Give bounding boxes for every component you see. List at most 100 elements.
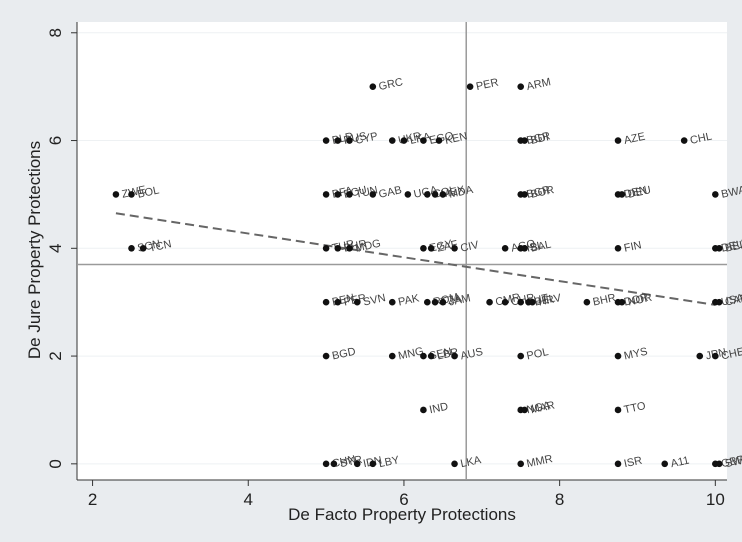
data-point-label: IND: [428, 401, 449, 417]
data-point-label: CHL: [689, 131, 713, 147]
data-point-label: DEU: [627, 184, 652, 201]
data-point: [334, 191, 342, 198]
data-point-label: GAB: [378, 184, 403, 201]
tick-labels: 0 2 4 6 8 2 4 6 8 10: [46, 28, 725, 509]
data-point: [388, 352, 396, 360]
data-point: [521, 137, 528, 144]
x-tick-label: 6: [399, 490, 408, 509]
data-point: [330, 460, 338, 468]
data-point-label: MEX: [440, 184, 466, 201]
data-point-label: TTO: [623, 400, 647, 416]
y-tick-label: 8: [46, 28, 65, 37]
data-point-label: CMR: [494, 292, 521, 309]
x-tick-label: 10: [706, 490, 725, 509]
data-point: [420, 352, 427, 360]
data-point-label: DOR: [623, 292, 649, 309]
data-point-label: BDI: [529, 131, 549, 147]
data-point: [427, 352, 435, 360]
data-point: [712, 191, 719, 198]
data-point-label: SEN: [428, 346, 453, 362]
data-point: [400, 137, 408, 144]
data-point: [431, 298, 439, 306]
data-point: [388, 298, 396, 306]
data-point: [322, 352, 330, 360]
data-point-label: ISL: [526, 239, 545, 254]
data-point: [521, 245, 528, 252]
data-point: [128, 191, 135, 198]
data-point: [618, 191, 626, 198]
data-point-label: CHE: [720, 346, 742, 363]
data-point-label: CAN: [724, 292, 742, 309]
data-point: [346, 137, 353, 144]
data-point: [353, 460, 361, 468]
y-tick-label: 0: [46, 459, 65, 468]
y-tick-label: 2: [46, 351, 65, 360]
data-point-label: BHR: [592, 292, 617, 309]
data-point: [661, 460, 669, 468]
data-point-label: BWA: [720, 184, 742, 201]
data-point: [423, 298, 431, 306]
data-point-label: ISR: [623, 455, 643, 471]
data-point: [521, 406, 528, 414]
data-point: [715, 460, 723, 468]
data-point-label: PAK: [397, 292, 421, 308]
data-point-label: POL: [526, 346, 550, 362]
data-point-label: JAM: [448, 292, 472, 308]
data-point-label: MDA: [448, 184, 475, 201]
fit-line: [115, 212, 716, 306]
data-point: [369, 460, 377, 468]
data-point-label: BEL: [724, 239, 742, 255]
data-point: [517, 352, 525, 360]
data-point: [486, 298, 493, 306]
data-point-label: MDG: [354, 238, 382, 255]
data-point-label: LBY: [378, 454, 401, 470]
data-point: [388, 137, 396, 144]
data-point: [517, 460, 525, 468]
data-point: [517, 298, 525, 306]
data-point: [435, 137, 443, 144]
data-point: [353, 298, 361, 306]
data-point: [369, 83, 377, 90]
data-point: [715, 298, 723, 306]
mean-reference-lines: [77, 22, 727, 480]
x-axis-title: De Facto Property Protections: [288, 505, 516, 524]
data-point: [369, 191, 377, 198]
data-point-label: LKA: [409, 131, 432, 147]
data-point-label: SWE: [724, 453, 742, 470]
data-point: [420, 406, 427, 414]
data-point: [420, 137, 427, 144]
data-point: [451, 352, 458, 360]
data-point-label: BGR: [526, 130, 552, 147]
data-point: [614, 245, 622, 252]
data-point: [696, 352, 704, 360]
data-point: [614, 137, 622, 144]
data-point: [715, 245, 723, 252]
data-point-label: CIV: [459, 239, 480, 255]
data-point: [439, 298, 447, 306]
y-axis-title: De Jure Property Protections: [25, 141, 44, 359]
data-point-label: LKA: [459, 454, 482, 470]
data-point: [501, 298, 509, 306]
axes: [71, 22, 727, 486]
data-point: [404, 191, 412, 198]
data-point-label: BAL: [529, 239, 552, 255]
data-point: [427, 245, 435, 252]
data-point: [521, 191, 528, 198]
data-point: [322, 298, 330, 306]
data-point: [322, 460, 330, 468]
data-point: [334, 245, 342, 252]
data-point: [346, 191, 353, 198]
data-point-label: HRV: [537, 292, 563, 309]
data-point: [112, 191, 120, 198]
data-point: [451, 245, 458, 252]
y-tick-label: 6: [46, 136, 65, 145]
data-point: [451, 460, 458, 468]
data-point: [322, 137, 330, 144]
data-point: [431, 191, 439, 198]
data-point: [712, 352, 719, 360]
data-point: [680, 137, 688, 144]
fit-line-group: [115, 212, 716, 306]
data-point-label: NGA: [526, 399, 552, 416]
data-point: [614, 352, 622, 360]
data-point-label: BOR: [529, 184, 555, 201]
